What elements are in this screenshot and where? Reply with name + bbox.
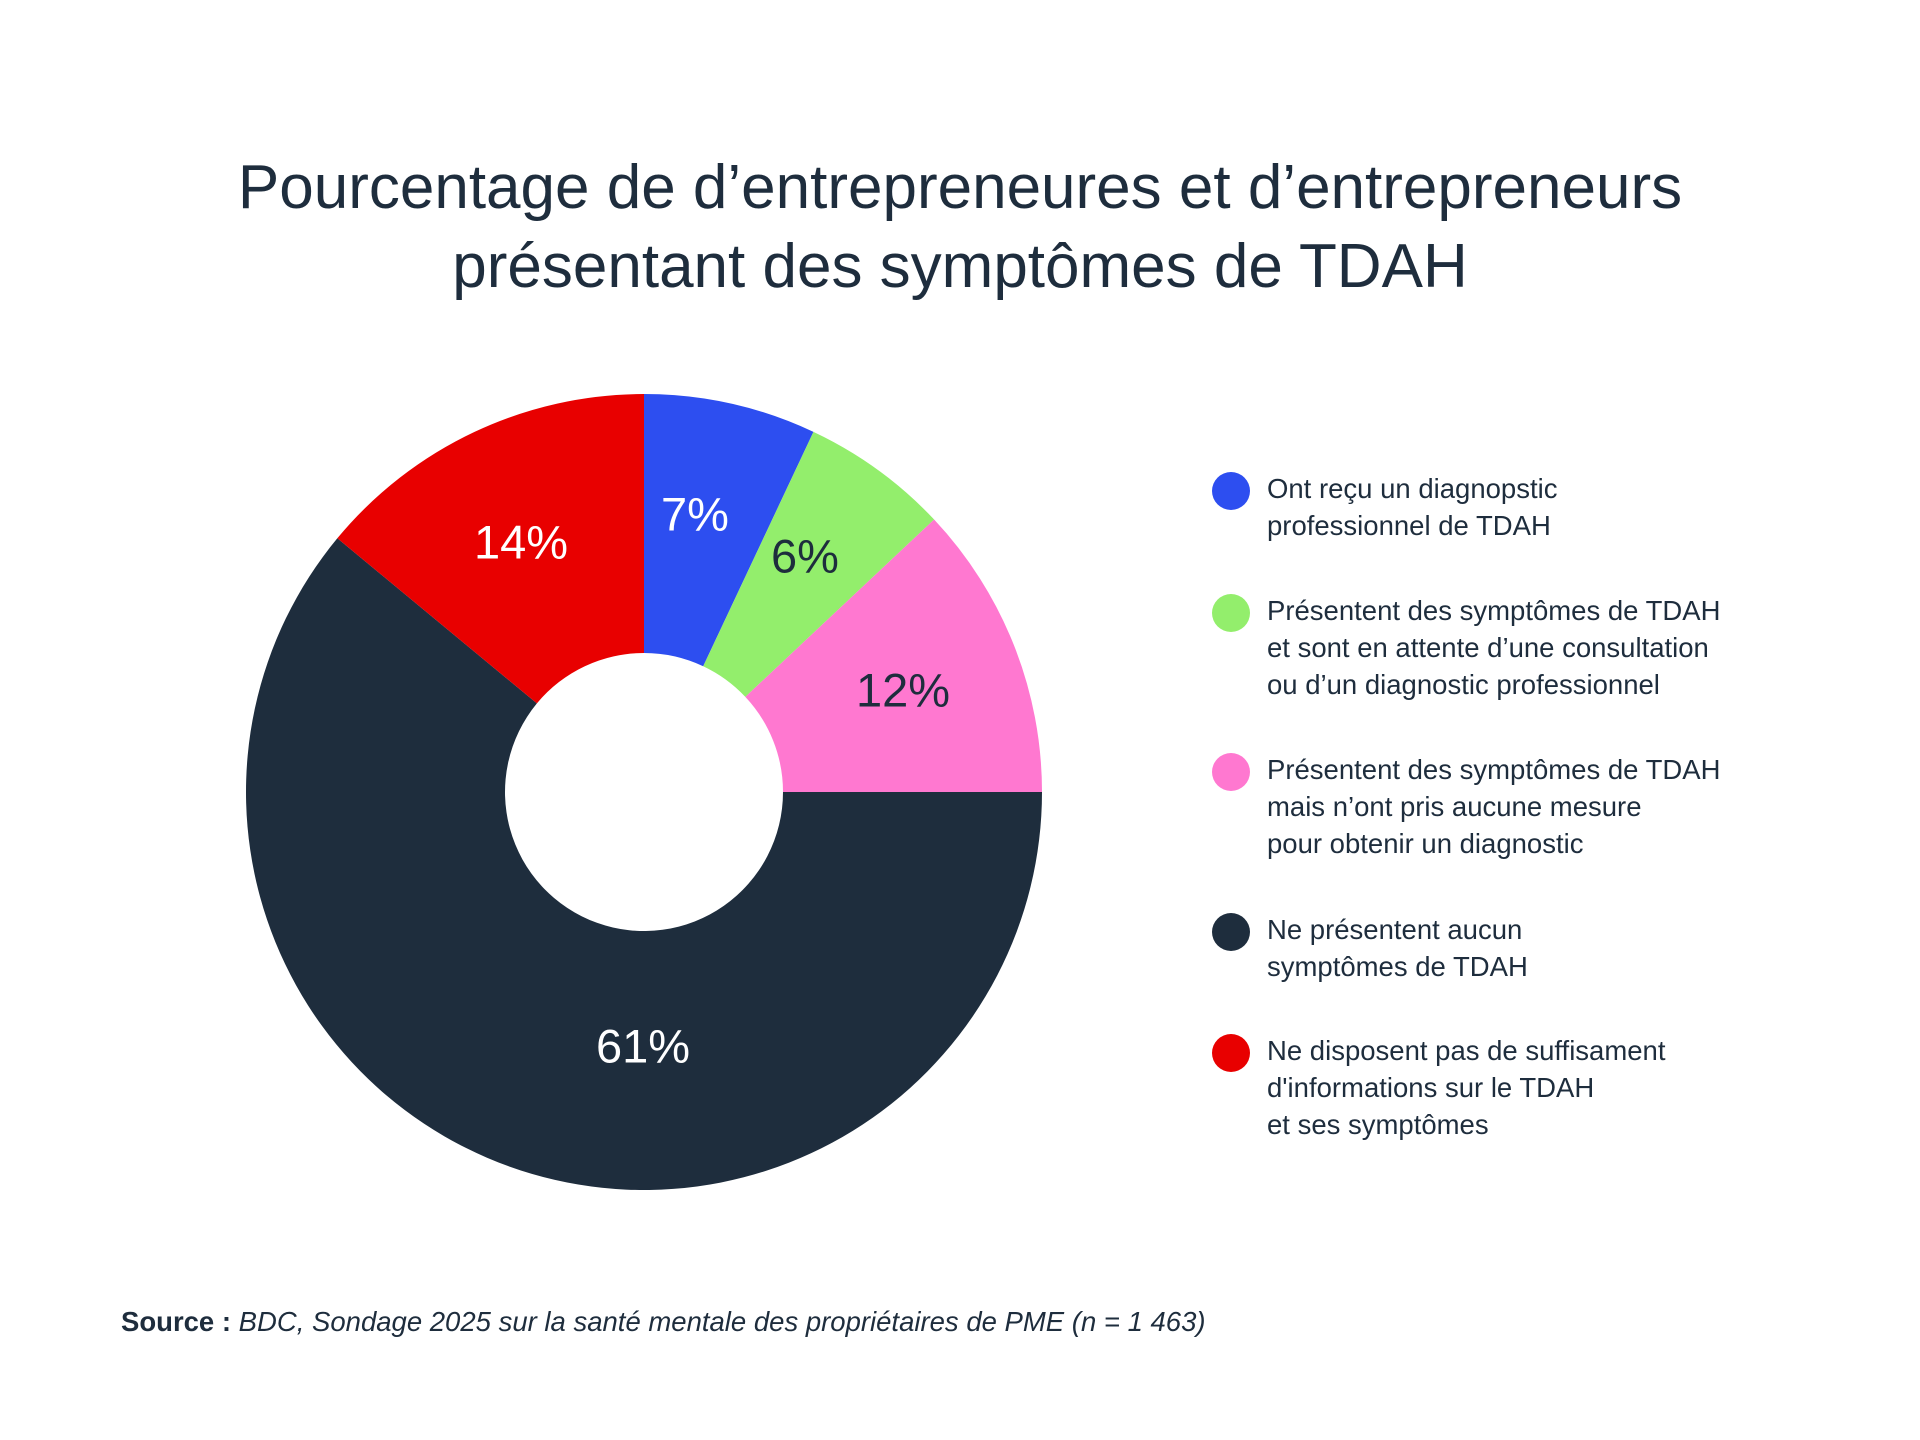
legend-swatch (1212, 753, 1250, 791)
chart-title-line-2: présentant des symptômes de TDAH (452, 232, 1468, 301)
data-label-1: 7% (661, 488, 729, 541)
data-label-4: 61% (596, 1020, 690, 1073)
donut-slice-2 (703, 431, 935, 697)
legend-swatch (1212, 594, 1250, 632)
donut-slice-3 (745, 519, 1042, 792)
source-label: Source : (121, 1306, 232, 1337)
donut-slice-5 (337, 394, 644, 704)
data-label-3: 12% (856, 664, 950, 717)
legend-swatch (1212, 913, 1250, 951)
chart-title-line-1: Pourcentage de d’entrepreneures et d’ent… (237, 153, 1683, 222)
legend-label: Présentent des symptômes de TDAH mais n’… (1267, 754, 1721, 859)
legend-label: Ne disposent pas de suffisament d'inform… (1267, 1035, 1666, 1140)
legend-swatch (1212, 472, 1250, 510)
donut-slice-4 (245, 538, 1043, 1190)
legend-label: Ont reçu un diagnopstic professionnel de… (1267, 473, 1558, 541)
source-text: BDC, Sondage 2025 sur la santé mentale d… (238, 1306, 1206, 1337)
legend-swatch (1212, 1034, 1250, 1072)
chart-title: Pourcentage de d’entrepreneures et d’ent… (0, 148, 1920, 306)
source-note: Source : BDC, Sondage 2025 sur la santé … (121, 1306, 1206, 1338)
data-label-5: 14% (474, 516, 568, 569)
legend-label: Présentent des symptômes de TDAH et sont… (1267, 595, 1721, 700)
legend-label: Ne présentent aucun symptômes de TDAH (1267, 914, 1528, 982)
data-label-2: 6% (771, 530, 839, 583)
donut-slice-1 (644, 394, 814, 667)
